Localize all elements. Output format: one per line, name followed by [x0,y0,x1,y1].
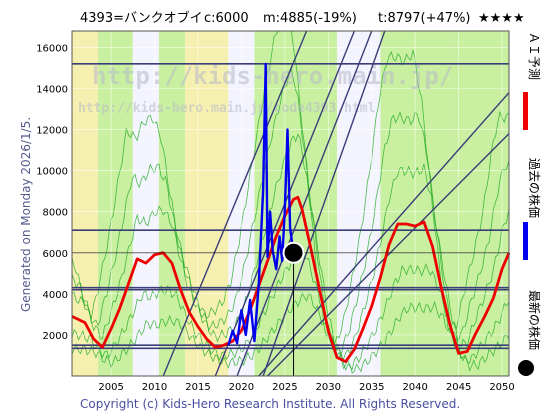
ai-prediction-line [71,195,511,363]
legend: ＡＩ予測 過去の株価 最新の株価 [518,32,542,376]
watermark-large: http://kids-hero.main.jp/ [92,62,453,90]
legend-ai-swatch [523,92,528,130]
channel-line [258,92,510,377]
x-axis-ticks: 2005 2010 2015 2020 2025 2030 2035 2040 2045 2050 [98,382,514,393]
legend-latest-swatch [518,360,534,376]
channel-line [236,30,373,377]
y-tick-label: 14000 [36,85,68,96]
plot-frame [71,30,510,377]
simulation-line [71,247,509,371]
legend-past-label: 過去の株価 [527,158,542,218]
x-tick-label: 2050 [489,382,514,393]
simulation-line [71,291,509,374]
watermark-small: http://kids-hero.main.jp/code4393.html [78,101,375,116]
x-tick-label: 2030 [316,382,341,393]
channel-line [262,30,386,377]
x-tick-label: 2035 [359,382,384,393]
chart-title: 4393=バンクオブイ [80,10,203,26]
x-tick-label: 2025 [272,382,297,393]
legend-past-swatch [523,222,528,260]
watermark: http://kids-hero.main.jp/ http://kids-he… [78,62,453,116]
y-tick-label: 16000 [36,43,68,54]
latest-marker-group [72,241,509,376]
series-lines [71,62,511,363]
legend-latest-label: 最新の株価 [527,290,542,350]
current-price: c:6000 [204,11,249,26]
plot-area: http://kids-hero.main.jp/ http://kids-he… [71,30,511,377]
x-tick-label: 2005 [98,382,123,393]
latest-marker [282,241,305,264]
channel-line [162,30,308,377]
mean-price: m:4885(-19%) [263,11,357,26]
y-tick-label: 6000 [43,249,68,260]
x-tick-label: 2040 [402,382,427,393]
x-tick-label: 2020 [229,382,254,393]
past-price-line [227,62,295,346]
channel-line [266,133,510,377]
generated-label: Generated on Monday 2026/1/5. [19,117,33,312]
rating-stars: ★★★★ [478,11,525,26]
y-tick-label: 12000 [36,126,68,137]
x-tick-label: 2010 [142,382,167,393]
x-tick-label: 2015 [185,382,210,393]
y-tick-label: 8000 [43,208,68,219]
y-tick-label: 2000 [43,331,68,342]
y-tick-label: 10000 [36,167,68,178]
y-tick-label: 4000 [43,290,68,301]
legend-ai-label: ＡＩ予測 [527,32,541,80]
copyright: Copyright (c) Kids-Hero Research Institu… [80,397,460,411]
trend-channels [162,30,510,377]
target-price: t:8797(+47%) [378,11,471,26]
x-tick-label: 2045 [446,382,471,393]
y-axis-ticks: 2000 4000 6000 8000 10000 12000 14000 16000 [36,43,68,342]
